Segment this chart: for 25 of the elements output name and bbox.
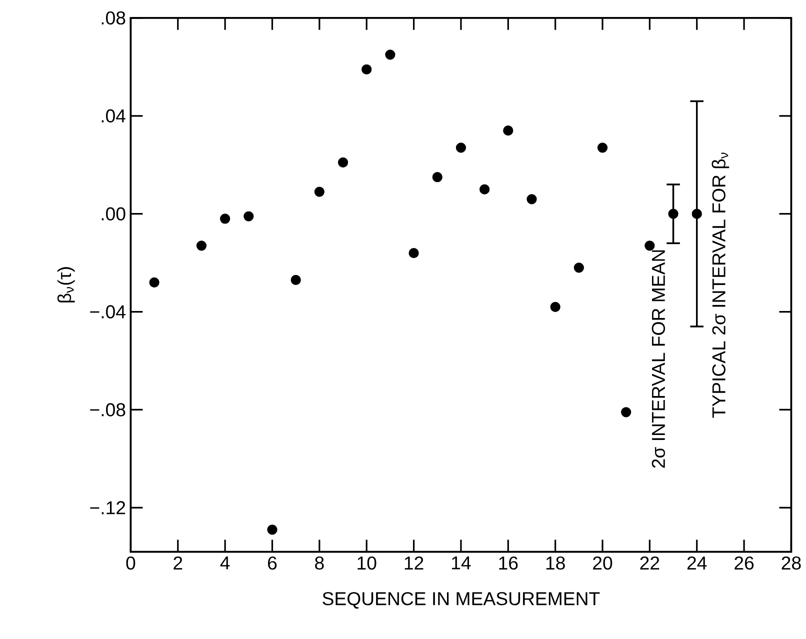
x-tick-label: 14 xyxy=(452,556,471,570)
x-tick-label: 24 xyxy=(687,556,707,570)
y-tick-label: .08 xyxy=(102,12,126,25)
x-tick-label: 4 xyxy=(220,556,230,570)
x-tick-label: 22 xyxy=(640,556,660,570)
x-tick-label: 16 xyxy=(499,556,518,570)
x-axis-title: SEQUENCE IN MEASUREMENT xyxy=(322,592,600,609)
x-tick-label: 20 xyxy=(593,556,612,570)
x-tick-label: 18 xyxy=(546,556,565,570)
annotation: 2σ INTERVAL FOR MEAN xyxy=(652,250,666,468)
x-tick-label: 10 xyxy=(358,556,376,570)
y-tick-label: −.04 xyxy=(90,305,126,319)
x-tick-label: 0 xyxy=(126,556,136,570)
y-tick-label: −.08 xyxy=(90,403,126,417)
y-tick-label: .00 xyxy=(102,207,126,221)
x-tick-label: 12 xyxy=(404,556,424,570)
x-tick-label: 2 xyxy=(174,556,182,570)
y-tick-label: −.12 xyxy=(90,501,126,514)
annotation: TYPICAL 2σ INTERVAL FOR β$_{ν}$ xyxy=(712,152,730,418)
x-tick-label: 26 xyxy=(734,556,754,570)
x-tick-label: 6 xyxy=(268,556,277,570)
y-tick-label: .04 xyxy=(102,110,126,123)
x-tick-label: 28 xyxy=(782,556,801,570)
x-tick-label: 8 xyxy=(315,556,324,570)
y-axis-title: β$_{ν}$(τ) xyxy=(57,267,75,303)
